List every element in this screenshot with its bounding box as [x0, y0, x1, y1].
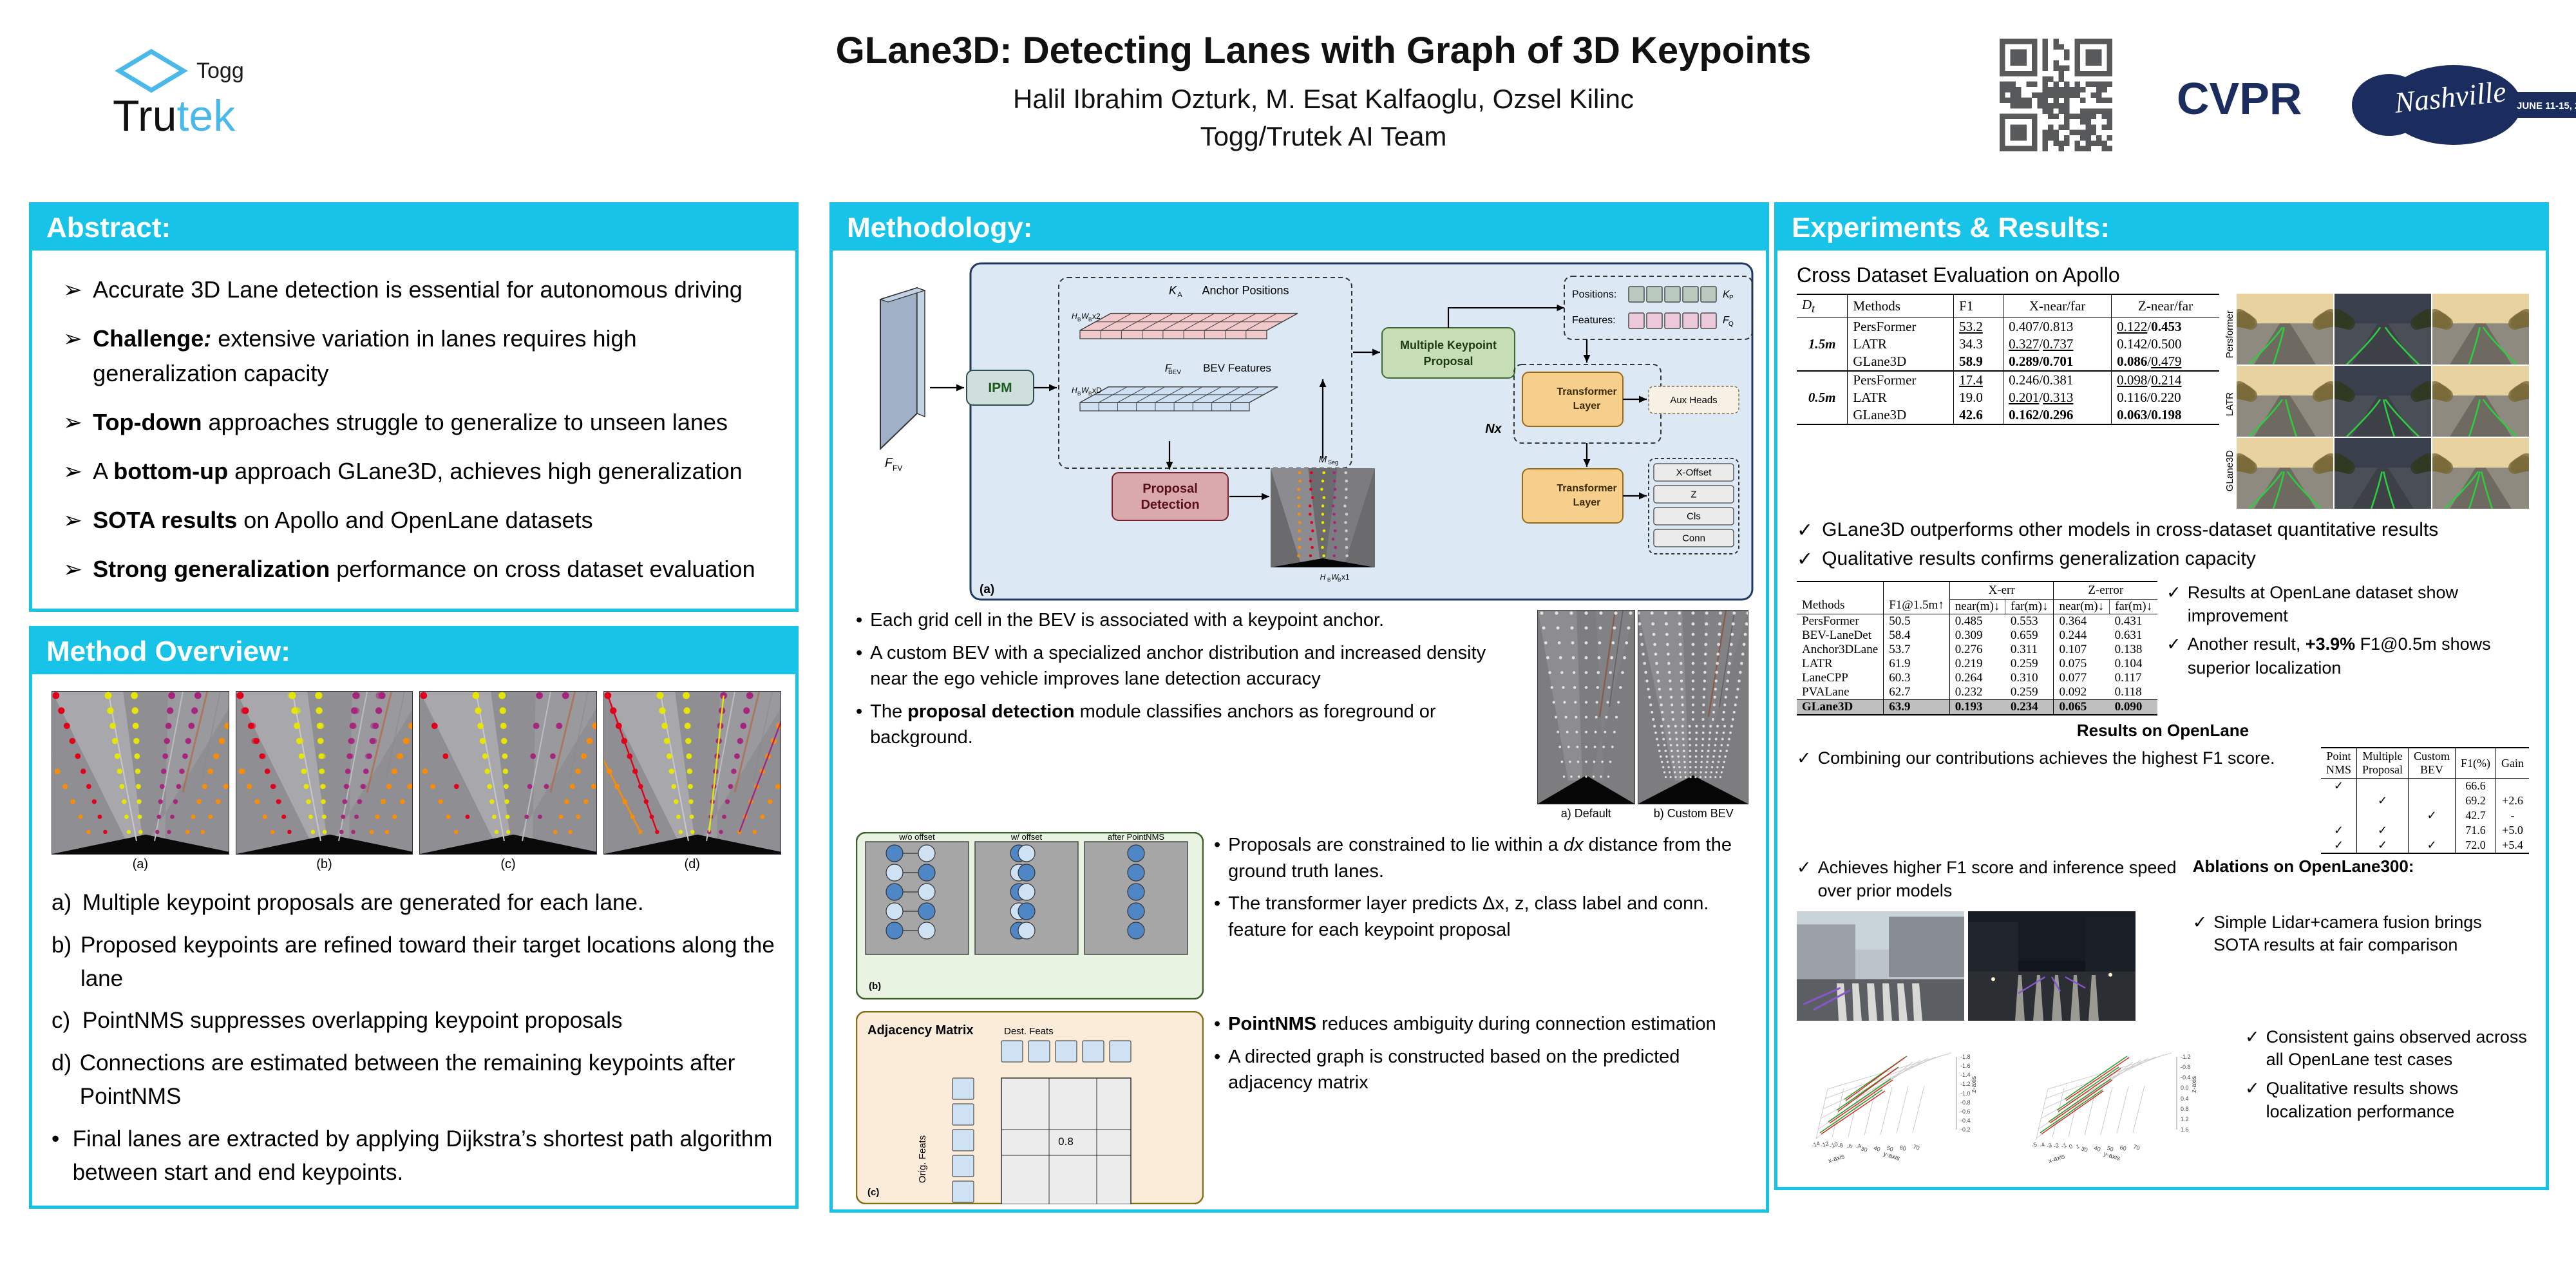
svg-text:Orig. Feats: Orig. Feats	[917, 1135, 928, 1183]
svg-text:1: 1	[2076, 1143, 2081, 1150]
svg-text:IPM: IPM	[988, 381, 1012, 395]
svg-text:B: B	[1088, 317, 1092, 323]
svg-text:-2: -2	[2053, 1142, 2060, 1150]
svg-text:B: B	[1088, 391, 1092, 397]
svg-text:JUNE 11-15, 2025: JUNE 11-15, 2025	[2517, 100, 2576, 111]
svg-text:BEV Features: BEV Features	[1203, 362, 1271, 374]
svg-text:-3: -3	[2046, 1142, 2053, 1150]
svg-text:(a): (a)	[980, 583, 994, 596]
svg-text:FV: FV	[893, 464, 902, 473]
svg-text:Layer: Layer	[1573, 497, 1601, 508]
svg-text:B: B	[1338, 577, 1341, 583]
svg-text:(c): (c)	[867, 1187, 879, 1198]
svg-text:Multiple Keypoint: Multiple Keypoint	[1400, 339, 1497, 352]
svg-text:Positions:: Positions:	[1572, 289, 1616, 300]
svg-text:0.4: 0.4	[2181, 1095, 2189, 1102]
svg-text:60: 60	[2119, 1144, 2127, 1153]
svg-text:-0.4: -0.4	[2181, 1074, 2191, 1081]
svg-text:-0.2: -0.2	[1960, 1126, 1971, 1133]
svg-text:X-Offset: X-Offset	[1676, 468, 1712, 478]
svg-text:CVPR: CVPR	[2177, 73, 2302, 124]
svg-text:-1.2: -1.2	[1960, 1081, 1971, 1087]
svg-text:0.8: 0.8	[2181, 1106, 2189, 1112]
svg-text:K: K	[1169, 284, 1177, 297]
svg-text:B: B	[1327, 577, 1331, 583]
svg-text:-1.8: -1.8	[1960, 1054, 1971, 1060]
svg-text:BEV: BEV	[1168, 369, 1181, 376]
svg-text:30: 30	[1860, 1146, 1868, 1154]
svg-text:Nx: Nx	[1485, 422, 1502, 436]
svg-text:B: B	[1077, 317, 1081, 323]
svg-text:40: 40	[2093, 1145, 2101, 1153]
svg-text:1.6: 1.6	[2181, 1126, 2189, 1133]
svg-text:-1.4: -1.4	[1960, 1072, 1971, 1078]
svg-text:0.0: 0.0	[2181, 1084, 2189, 1091]
svg-text:x-axis: x-axis	[2048, 1153, 2066, 1166]
svg-text:Anchor Positions: Anchor Positions	[1202, 284, 1289, 297]
svg-text:z-axis: z-axis	[2191, 1076, 2198, 1093]
svg-text:Layer: Layer	[1573, 401, 1601, 412]
svg-text:Transformer: Transformer	[1557, 386, 1616, 397]
svg-text:-1.0: -1.0	[1960, 1090, 1971, 1097]
svg-text:70: 70	[2132, 1144, 2141, 1152]
svg-text:P: P	[1729, 294, 1734, 301]
svg-text:Seg: Seg	[1328, 459, 1338, 466]
svg-text:-8: -8	[1837, 1142, 1844, 1150]
svg-text:x-axis: x-axis	[1828, 1153, 1846, 1166]
svg-text:Cls: Cls	[1687, 511, 1701, 522]
svg-text:Detection: Detection	[1141, 498, 1199, 512]
svg-text:Togg: Togg	[196, 59, 244, 83]
svg-text:H: H	[1320, 573, 1326, 582]
svg-text:-0.8: -0.8	[2181, 1064, 2191, 1070]
svg-text:-6: -6	[1846, 1142, 1853, 1150]
svg-text:(b): (b)	[869, 981, 881, 992]
svg-text:B: B	[1077, 391, 1081, 397]
svg-text:H: H	[1072, 386, 1077, 395]
svg-text:-1.6: -1.6	[1960, 1063, 1971, 1069]
svg-text:H: H	[1072, 312, 1077, 321]
svg-text:Conn: Conn	[1682, 533, 1705, 544]
svg-text:Dest. Feats: Dest. Feats	[1004, 1026, 1054, 1037]
svg-text:0.8: 0.8	[1058, 1135, 1074, 1148]
svg-text:-14: -14	[1811, 1141, 1821, 1150]
svg-text:xD: xD	[1092, 386, 1102, 395]
svg-text:-0.6: -0.6	[1960, 1108, 1971, 1115]
svg-text:-5: -5	[2031, 1141, 2038, 1149]
svg-text:Z: Z	[1690, 489, 1696, 500]
svg-text:y-axis: y-axis	[1882, 1151, 1900, 1163]
svg-text:y-axis: y-axis	[2103, 1151, 2121, 1163]
svg-text:-0.8: -0.8	[1960, 1099, 1971, 1106]
svg-text:Proposal: Proposal	[1142, 482, 1198, 496]
svg-text:60: 60	[1899, 1144, 1907, 1153]
svg-text:Proposal: Proposal	[1423, 355, 1473, 368]
svg-text:A: A	[1177, 291, 1182, 299]
svg-text:30: 30	[2080, 1146, 2088, 1154]
svg-text:-1.2: -1.2	[2181, 1054, 2191, 1060]
svg-text:Transformer: Transformer	[1557, 483, 1616, 494]
svg-text:w/o offset: w/o offset	[898, 832, 935, 842]
svg-text:Features:: Features:	[1572, 315, 1616, 326]
svg-text:40: 40	[1873, 1145, 1881, 1153]
svg-text:x2: x2	[1092, 312, 1101, 321]
svg-text:1.2: 1.2	[2181, 1116, 2189, 1122]
svg-text:x1: x1	[1341, 573, 1350, 582]
svg-text:-12: -12	[1820, 1141, 1830, 1150]
svg-text:0: 0	[2069, 1143, 2074, 1150]
svg-text:z-axis: z-axis	[1971, 1076, 1978, 1093]
svg-text:w/ offset: w/ offset	[1010, 832, 1043, 842]
svg-text:-1: -1	[2061, 1142, 2068, 1150]
svg-text:-0.4: -0.4	[1960, 1117, 1971, 1124]
svg-text:Adjacency Matrix: Adjacency Matrix	[867, 1023, 974, 1037]
svg-text:70: 70	[1912, 1144, 1920, 1152]
svg-text:Q: Q	[1728, 321, 1734, 328]
svg-text:-4: -4	[2039, 1141, 2046, 1149]
svg-text:Aux Heads: Aux Heads	[1670, 395, 1717, 406]
svg-text:after PointNMS: after PointNMS	[1108, 832, 1164, 842]
